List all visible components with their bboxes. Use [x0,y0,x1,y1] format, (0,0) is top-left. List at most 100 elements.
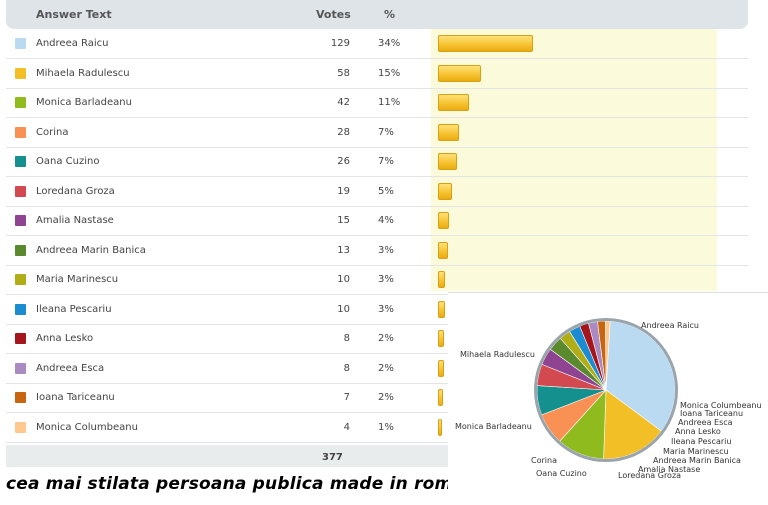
answer-text-header: Answer Text [36,8,112,21]
table-row: Corina 28 7% [6,118,748,148]
vote-bar [438,271,446,288]
answer-label: Andreea Raicu [36,38,109,49]
answer-label: Ioana Tariceanu [36,392,115,403]
vote-percent: 2% [378,362,394,374]
vote-percent: 5% [378,185,394,197]
vote-count: 15 [337,215,350,226]
table-header: Answer Text Votes % [6,0,748,29]
pie-label: Andreea Marin Banica [653,456,741,465]
pie-label: Ioana Tariceanu [680,409,743,418]
legend-swatch [15,67,26,79]
vote-count: 26 [337,156,350,167]
table-row: Anna Lesko 8 2% [6,324,748,354]
answer-label: Ileana Pescariu [36,303,112,315]
vote-count: 8 [343,333,350,344]
vote-percent: 7% [378,126,394,138]
answer-label: Oana Cuzino [36,156,100,167]
vote-percent: 3% [378,244,394,256]
table-row: Andreea Esca 8 2% [6,354,748,384]
table-row: Monica Columbeanu 4 1% [6,413,748,443]
answer-label: Loredana Groza [36,185,115,197]
legend-swatch [15,126,26,138]
legend-swatch [15,274,26,285]
vote-count: 10 [337,274,350,285]
pie-label: Maria Marinescu [663,447,729,456]
answer-label: Amalia Nastase [36,215,114,226]
vote-count: 7 [343,392,350,403]
pie-label: Andreea Raicu [641,321,699,330]
vote-percent: 3% [378,274,394,285]
table-row: Amalia Nastase 15 4% [6,206,748,236]
vote-bar [438,94,469,111]
legend-swatch [15,333,26,344]
vote-percent: 7% [378,156,394,167]
vote-bar [438,359,444,377]
vote-bar [438,212,450,229]
pie-slice [605,320,676,432]
pie-chart: Andreea Raicu Mihaela Radulescu Monica Bar… [455,318,762,480]
vote-count: 4 [343,421,350,433]
pie-label: Ileana Pescariu [671,437,731,446]
total-votes: 377 [322,452,343,463]
answer-label: Mihaela Radulescu [36,67,130,79]
pie-label: Anna Lesko [675,427,721,436]
votes-header: Votes [316,8,351,21]
pie-label: Monica Columbeanu [680,401,762,410]
pie-label: Andreea Esca [678,418,733,427]
vote-bar [438,35,533,52]
vote-percent: 3% [378,303,394,315]
vote-bar [438,241,448,259]
vote-count: 28 [337,126,350,138]
vote-count: 19 [337,185,350,197]
vote-count: 10 [337,303,350,315]
table-row: Maria Marinescu 10 3% [6,265,748,295]
table-row: Andreea Raicu 129 34% [6,29,748,59]
vote-percent: 2% [378,392,394,403]
vote-bar [438,153,458,170]
table-row: Ioana Tariceanu 7 2% [6,383,748,413]
vote-percent: 34% [378,38,401,49]
pie-slice [603,389,662,460]
pie-label: Mihaela Radulescu [460,350,535,359]
pie-label: Monica Barladeanu [455,422,532,431]
pie-label: Oana Cuzino [536,469,587,478]
vote-count: 8 [343,362,350,374]
answer-label: Monica Columbeanu [36,421,138,433]
percent-header: % [384,8,396,21]
total-row [6,445,448,467]
vote-bar [438,418,442,436]
vote-percent: 15% [378,67,401,79]
legend-swatch [15,392,26,403]
legend-swatch [15,244,26,256]
legend-swatch [15,303,26,315]
table-row: Loredana Groza 19 5% [6,177,748,207]
vote-bar [438,64,481,82]
table-row: Mihaela Radulescu 58 15% [6,59,748,89]
vote-count: 58 [337,67,350,79]
legend-swatch [15,156,26,167]
vote-bar [438,182,452,200]
table-row: Monica Barladeanu 42 11% [6,88,748,118]
poll-caption: cea mai stilata persoana publica made in… [6,474,495,494]
legend-swatch [15,185,26,197]
vote-percent: 11% [378,97,401,108]
answer-label: Andreea Marin Banica [36,244,146,256]
answer-label: Andreea Esca [36,362,105,374]
vote-percent: 4% [378,215,394,226]
table-row: Oana Cuzino 26 7% [6,147,748,177]
vote-count: 42 [337,97,350,108]
answer-label: Anna Lesko [36,333,94,344]
vote-bar [438,389,444,406]
legend-swatch [15,362,26,374]
vote-percent: 1% [378,421,394,433]
pie-label: Corina [531,456,557,465]
answer-label: Maria Marinescu [36,274,119,285]
answer-label: Monica Barladeanu [36,97,132,108]
vote-percent: 2% [378,333,394,344]
vote-bar [438,330,444,347]
vote-bar [438,123,459,141]
answer-label: Corina [36,126,69,138]
vote-count: 13 [337,244,350,256]
pie-slice [605,320,611,391]
